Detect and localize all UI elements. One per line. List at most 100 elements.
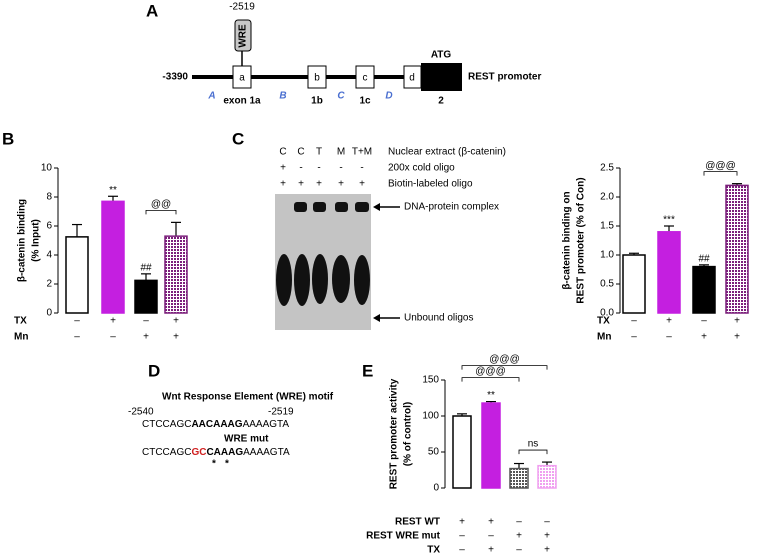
bar bbox=[509, 467, 529, 489]
condition-label: REST WRE mut bbox=[366, 531, 441, 542]
y-tick-label: 4 bbox=[46, 250, 52, 261]
region-label: A bbox=[207, 91, 215, 102]
condition-mark: – bbox=[544, 517, 550, 528]
bar bbox=[657, 231, 681, 314]
panel-a: A -2519 WRE -3390 a b c d ATG REST promo… bbox=[146, 1, 541, 106]
wre-position: -2519 bbox=[229, 2, 255, 13]
exon-name: 1b bbox=[311, 96, 323, 107]
y-tick-label: 150 bbox=[422, 375, 439, 386]
exon-box bbox=[355, 65, 375, 89]
y-tick-label: 6 bbox=[46, 221, 52, 232]
bar bbox=[725, 184, 749, 314]
row-label: 200x cold oligo bbox=[388, 163, 455, 174]
condition-mark: + bbox=[488, 517, 494, 528]
y-tick-label: 100 bbox=[422, 411, 439, 422]
y-axis-label: β-catenin binding on bbox=[562, 191, 573, 289]
row-mark: + bbox=[338, 179, 344, 190]
gel-band bbox=[313, 202, 326, 212]
exon-name: 2 bbox=[438, 96, 444, 107]
exon-letter: c bbox=[363, 73, 368, 84]
condition-mark: – bbox=[74, 332, 80, 343]
bar bbox=[164, 235, 188, 314]
bar bbox=[101, 200, 125, 314]
wt-sequence: CTCCAGCAACAAAGAAAAGTA bbox=[142, 419, 289, 430]
row-mark: + bbox=[359, 179, 365, 190]
y-tick-label: 0.5 bbox=[600, 279, 614, 290]
seq-mutation: GC bbox=[191, 447, 206, 458]
condition-label: TX bbox=[597, 316, 610, 327]
significance: ** bbox=[109, 185, 117, 196]
condition-mark: – bbox=[488, 531, 494, 542]
y-tick-label: 0 bbox=[46, 308, 52, 319]
bracket bbox=[461, 365, 548, 370]
bar bbox=[692, 265, 716, 314]
start-position: -3390 bbox=[162, 72, 188, 83]
y-tick-label: 2.5 bbox=[600, 163, 614, 174]
gel-band bbox=[294, 254, 310, 306]
bracket bbox=[518, 449, 548, 455]
bracket-label: @@ bbox=[151, 199, 171, 210]
row-mark: - bbox=[360, 163, 363, 174]
position: -2540 bbox=[128, 407, 154, 418]
condition-mark: + bbox=[488, 545, 494, 555]
arrow-head bbox=[373, 314, 380, 322]
condition-label: Mn bbox=[14, 332, 28, 343]
exon-2-box bbox=[421, 63, 462, 91]
bar bbox=[481, 402, 501, 489]
condition-mark: – bbox=[516, 517, 522, 528]
panel-label: A bbox=[146, 1, 158, 20]
condition-mark: + bbox=[666, 316, 672, 327]
panel-label: E bbox=[362, 361, 373, 380]
bracket-label: @@@ bbox=[475, 366, 505, 377]
region-label: C bbox=[337, 91, 345, 102]
exon-name: exon 1a bbox=[223, 96, 261, 107]
condition-label: Mn bbox=[597, 332, 611, 343]
condition-mark: + bbox=[516, 531, 522, 542]
bar bbox=[452, 415, 472, 489]
star: * bbox=[225, 459, 229, 470]
y-tick-label: 50 bbox=[428, 447, 440, 458]
seq-motif: CAAAG bbox=[206, 447, 243, 458]
y-tick-label: 10 bbox=[41, 163, 53, 174]
bar bbox=[537, 464, 557, 489]
row-mark: + bbox=[280, 163, 286, 174]
seq-motif: AACAAAG bbox=[191, 419, 242, 430]
promoter-label: REST promoter bbox=[468, 72, 541, 83]
condition-mark: + bbox=[544, 545, 550, 555]
unbound-label: Unbound oligos bbox=[404, 313, 474, 324]
significance: *** bbox=[663, 215, 675, 226]
condition-mark: – bbox=[516, 545, 522, 555]
condition-label: REST WT bbox=[395, 517, 440, 528]
mut-sequence: CTCCAGCGCCAAAGAAAAGTA bbox=[142, 447, 290, 458]
mut-title: WRE mut bbox=[224, 434, 269, 445]
y-axis-label: REST promoter (% of Con) bbox=[576, 177, 587, 303]
bar bbox=[65, 236, 89, 314]
exon-box bbox=[307, 65, 327, 89]
y-tick-label: 1.0 bbox=[600, 250, 614, 261]
y-axis-label: REST promoter activity bbox=[389, 378, 400, 489]
gel-band bbox=[332, 255, 350, 303]
lane-label: C bbox=[279, 147, 286, 158]
gel-band bbox=[294, 202, 307, 212]
condition-mark: – bbox=[666, 332, 672, 343]
condition-mark: – bbox=[74, 316, 80, 327]
bracket bbox=[461, 377, 520, 382]
condition-mark: – bbox=[459, 531, 465, 542]
condition-mark: – bbox=[701, 316, 707, 327]
condition-mark: + bbox=[734, 332, 740, 343]
gel-band bbox=[335, 202, 348, 212]
significance: ## bbox=[140, 262, 152, 273]
row-mark: - bbox=[317, 163, 320, 174]
star: * bbox=[212, 459, 216, 470]
row-mark: - bbox=[339, 163, 342, 174]
condition-mark: + bbox=[701, 332, 707, 343]
significance: ** bbox=[487, 390, 495, 401]
atg: ATG bbox=[431, 50, 452, 61]
region-label: D bbox=[385, 91, 392, 102]
condition-mark: – bbox=[110, 332, 116, 343]
y-tick-label: 1.5 bbox=[600, 221, 614, 232]
lane-label: C bbox=[297, 147, 304, 158]
seq-part: AAAAGTA bbox=[243, 419, 290, 430]
condition-mark: – bbox=[143, 316, 149, 327]
